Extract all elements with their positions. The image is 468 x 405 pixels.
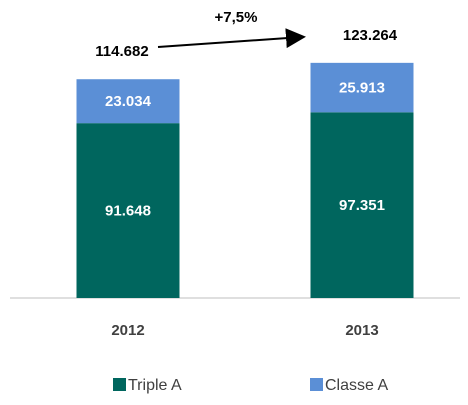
data-label: 23.034 [105,93,152,110]
growth-arrow [157,28,306,49]
growth-annotation: +7,5% [215,9,258,26]
total-label: 123.264 [343,27,398,44]
bar-segment [76,123,180,298]
legend-label: Triple A [128,377,182,394]
bar-segment [310,112,414,299]
data-label: 91.648 [105,203,151,220]
legend-swatch [310,378,323,391]
total-label: 114.682 [95,43,148,60]
data-label: 97.351 [339,197,385,214]
legend-label: Classe A [325,377,388,394]
legend-swatch [113,378,126,391]
data-label: 25.913 [339,80,385,97]
bar-segment [76,79,180,124]
x-tick-label: 2013 [345,322,378,339]
bar-segment [310,62,414,113]
x-tick-label: 2012 [111,322,144,339]
